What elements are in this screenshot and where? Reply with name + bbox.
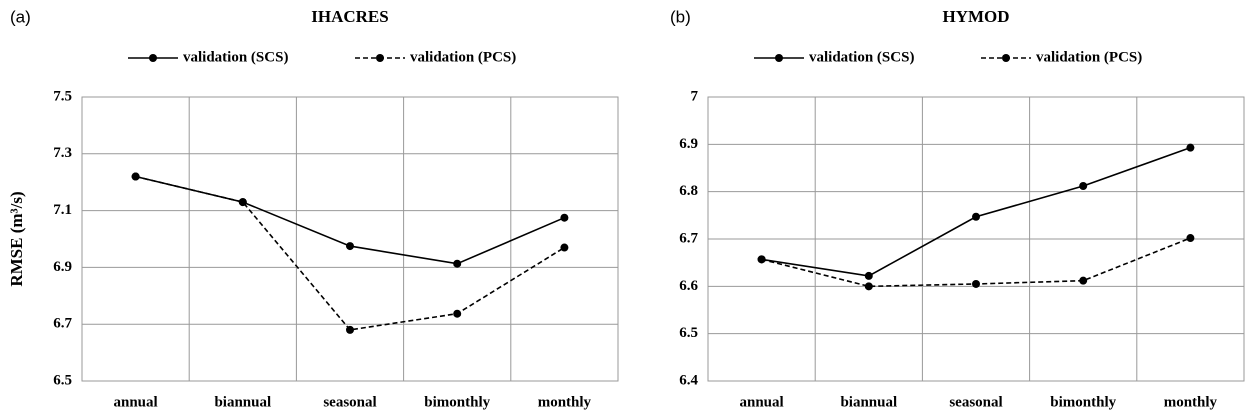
legend-marker <box>1002 54 1010 62</box>
panel-label: (b) <box>670 7 691 26</box>
x-tick-label: seasonal <box>949 394 1002 410</box>
x-tick-label: biannual <box>840 394 897 410</box>
legend-label: validation (SCS) <box>183 49 288 65</box>
chart-title: IHACRES <box>311 7 388 26</box>
legend-marker <box>149 54 157 62</box>
x-tick-label: bimonthly <box>424 394 490 410</box>
point <box>346 242 354 251</box>
chart-title: HYMOD <box>942 7 1009 26</box>
x-tick-label: annual <box>739 394 783 410</box>
legend-label: validation (SCS) <box>809 49 914 65</box>
point <box>560 243 569 252</box>
legend-marker <box>376 54 384 62</box>
point <box>1186 234 1195 243</box>
series-line <box>135 175 565 331</box>
point <box>131 172 140 181</box>
point <box>972 279 980 288</box>
point <box>1186 143 1195 152</box>
series-line <box>761 237 1191 288</box>
point <box>238 198 247 207</box>
y-tick-label: 6.9 <box>679 136 698 152</box>
point <box>453 309 462 318</box>
y-tick-label: 7 <box>691 88 699 104</box>
point <box>1079 276 1088 285</box>
point <box>864 271 873 280</box>
x-tick-label: biannual <box>214 394 271 410</box>
plot-border <box>81 96 619 382</box>
point <box>972 212 980 221</box>
y-tick-label: 6.4 <box>679 372 698 388</box>
series-line <box>135 175 565 265</box>
point <box>864 282 873 291</box>
x-tick-label: monthly <box>538 394 592 410</box>
y-axis-label: RMSE (m³/s) <box>7 191 26 286</box>
legend-label: validation (PCS) <box>1036 49 1142 65</box>
point <box>346 325 354 334</box>
y-tick-label: 6.5 <box>53 372 72 388</box>
y-tick-label: 6.7 <box>53 316 72 332</box>
point <box>1079 181 1088 190</box>
x-tick-label: monthly <box>1164 394 1218 410</box>
y-tick-label: 6.9 <box>53 259 72 275</box>
point <box>453 259 462 268</box>
y-tick-label: 7.3 <box>53 145 72 161</box>
panel-label: (a) <box>10 7 31 26</box>
plot-border <box>707 96 1245 382</box>
legend-marker <box>775 54 783 62</box>
y-tick-label: 6.7 <box>679 230 698 246</box>
point <box>560 213 569 222</box>
series-line <box>761 146 1191 277</box>
y-tick-label: 6.5 <box>679 325 698 341</box>
y-tick-label: 6.6 <box>679 278 698 294</box>
legend-label: validation (PCS) <box>410 49 516 65</box>
x-tick-label: bimonthly <box>1050 394 1116 410</box>
y-tick-label: 6.8 <box>679 183 698 199</box>
y-tick-label: 7.5 <box>53 88 72 104</box>
x-tick-label: seasonal <box>323 394 376 410</box>
y-tick-label: 7.1 <box>53 202 72 218</box>
x-tick-label: annual <box>113 394 157 410</box>
point <box>757 255 766 264</box>
